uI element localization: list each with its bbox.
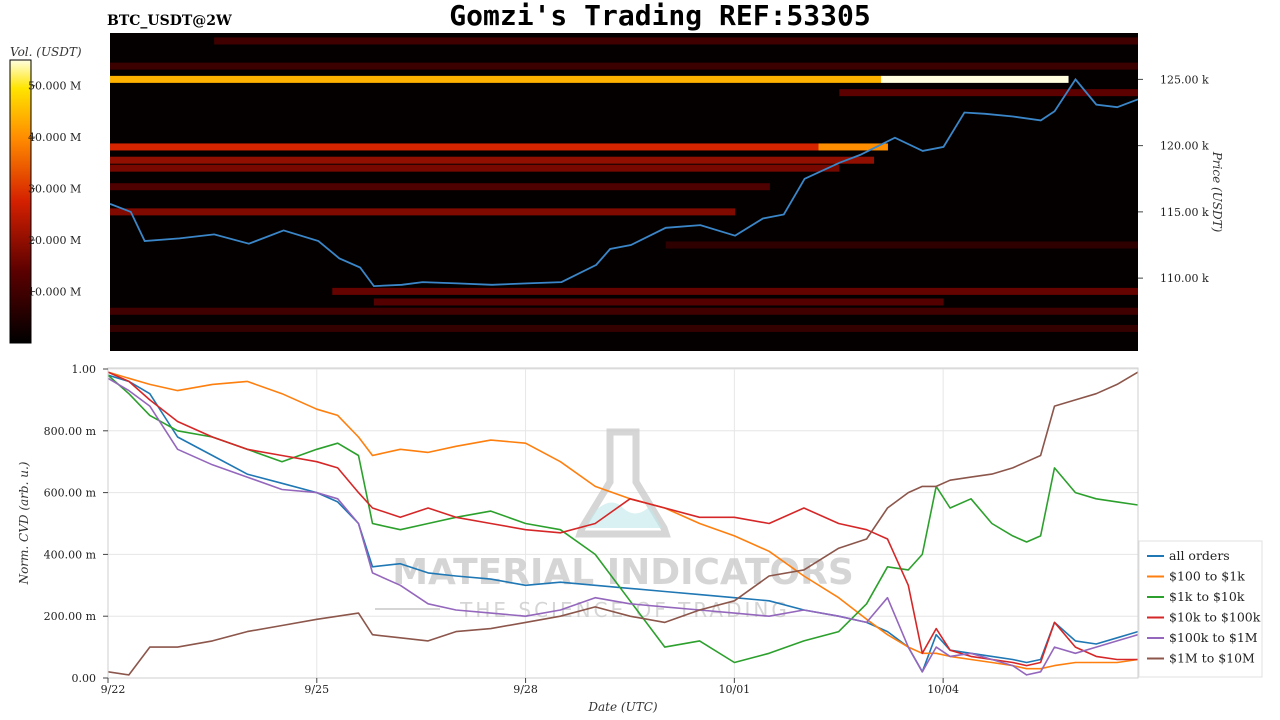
chart-title: Gomzi's Trading REF:53305 <box>449 0 870 32</box>
price-line <box>110 77 1138 288</box>
legend-entry: $1M to $10M <box>1169 651 1255 666</box>
liquidity-band-8 <box>332 287 1138 295</box>
liquidity-band-2 <box>110 143 819 151</box>
liquidity-band-14 <box>839 89 1138 97</box>
colorbar <box>9 59 32 344</box>
cvd-x-tick-label: 9/22 <box>101 683 126 696</box>
symbol-label: BTC_USDT@2W <box>107 13 232 29</box>
flask-liquid-icon <box>584 502 662 528</box>
liquidity-band-1 <box>881 75 1069 83</box>
cvd-axis-ticks: 0.00 200.00 m 400.00 m 600.00 m 800.00 m 1.00… <box>44 363 959 696</box>
liquidity-band-5 <box>110 164 840 172</box>
price-tick-label: 120.00 k <box>1160 140 1209 153</box>
cvd-plot-frame <box>107 367 1139 679</box>
series-line-all-orders <box>108 374 1138 673</box>
cvd-y-tick-label: 1.00 <box>72 363 97 376</box>
legend-entry: $10k to $100k <box>1169 610 1261 625</box>
flask-logo-icon <box>575 428 671 538</box>
price-tick-label: 110.00 k <box>1160 272 1209 285</box>
legend-box <box>1138 540 1263 678</box>
cvd-y-axis-label: Norm. CVD (arb. u.) <box>17 461 31 585</box>
legend: all orders $100 to $1k $1k to $10k $10k to … <box>1147 548 1261 666</box>
watermark: MATERIAL INDICATORS THE SCIENCE OF TRADI… <box>375 428 854 622</box>
liquidity-band-7 <box>110 208 736 216</box>
legend-entry: $1k to $10k <box>1169 589 1245 604</box>
liquidity-band-6 <box>110 183 770 191</box>
liquidity-band-3 <box>818 143 888 151</box>
colorbar-ticks: 10.000 M 20.000 M 30.000 M 40.000 M 50.000 M <box>28 80 81 299</box>
liquidity-band-11 <box>110 324 1138 332</box>
heatmap-bands <box>110 37 1138 332</box>
cvd-y-tick-label: 0.00 <box>72 672 97 685</box>
series-line--10k-to-100k <box>108 371 1138 667</box>
colorbar-tick-label: 30.000 M <box>28 183 81 196</box>
colorbar-tick-label: 20.000 M <box>28 234 81 247</box>
liquidity-band-0 <box>110 75 881 83</box>
price-line-group <box>110 77 1138 288</box>
price-tick-label: 125.00 k <box>1160 73 1209 86</box>
cvd-x-tick-label: 9/28 <box>513 683 538 696</box>
watermark-subtext: THE SCIENCE OF TRADING <box>459 598 790 622</box>
legend-entry: $100 to $1k <box>1169 569 1245 584</box>
cvd-lines <box>108 371 1138 676</box>
cvd-y-tick-label: 400.00 m <box>44 548 97 561</box>
watermark-text: MATERIAL INDICATORS <box>392 552 854 593</box>
liquidity-band-12 <box>214 37 1138 45</box>
colorbar-tick-label: 10.000 M <box>28 286 81 299</box>
liquidity-band-4 <box>110 156 875 164</box>
colorbar-tick-label: 50.000 M <box>28 80 81 93</box>
price-axis-ticks: 110.00 k 115.00 k 120.00 k 125.00 k <box>1138 73 1209 285</box>
colorbar-label: Vol. (USDT) <box>10 45 82 59</box>
liquidity-band-10 <box>110 307 1138 315</box>
cvd-x-tick-label: 9/25 <box>304 683 329 696</box>
series-line--100-to-1k <box>108 371 1138 670</box>
price-axis-label: Price (USDT) <box>1210 151 1224 233</box>
cvd-x-axis-label: Date (UTC) <box>587 700 657 714</box>
price-tick-label: 115.00 k <box>1160 206 1209 219</box>
cvd-y-tick-label: 200.00 m <box>44 610 97 623</box>
liquidity-band-13 <box>110 62 1138 70</box>
cvd-y-tick-label: 800.00 m <box>44 425 97 438</box>
liquidity-band-9 <box>373 298 944 306</box>
series-line--1k-to-10k <box>108 374 1138 664</box>
cvd-y-tick-label: 600.00 m <box>44 487 97 500</box>
cvd-x-tick-label: 10/01 <box>718 683 750 696</box>
legend-entry: all orders <box>1169 548 1230 563</box>
liquidity-band-15 <box>665 241 1138 249</box>
cvd-x-tick-label: 10/04 <box>927 683 959 696</box>
legend-entry: $100k to $1M <box>1169 630 1258 645</box>
colorbar-tick-label: 40.000 M <box>28 131 81 144</box>
heatmap-background <box>110 33 1138 351</box>
series-line--1m-to-10m <box>108 371 1138 676</box>
